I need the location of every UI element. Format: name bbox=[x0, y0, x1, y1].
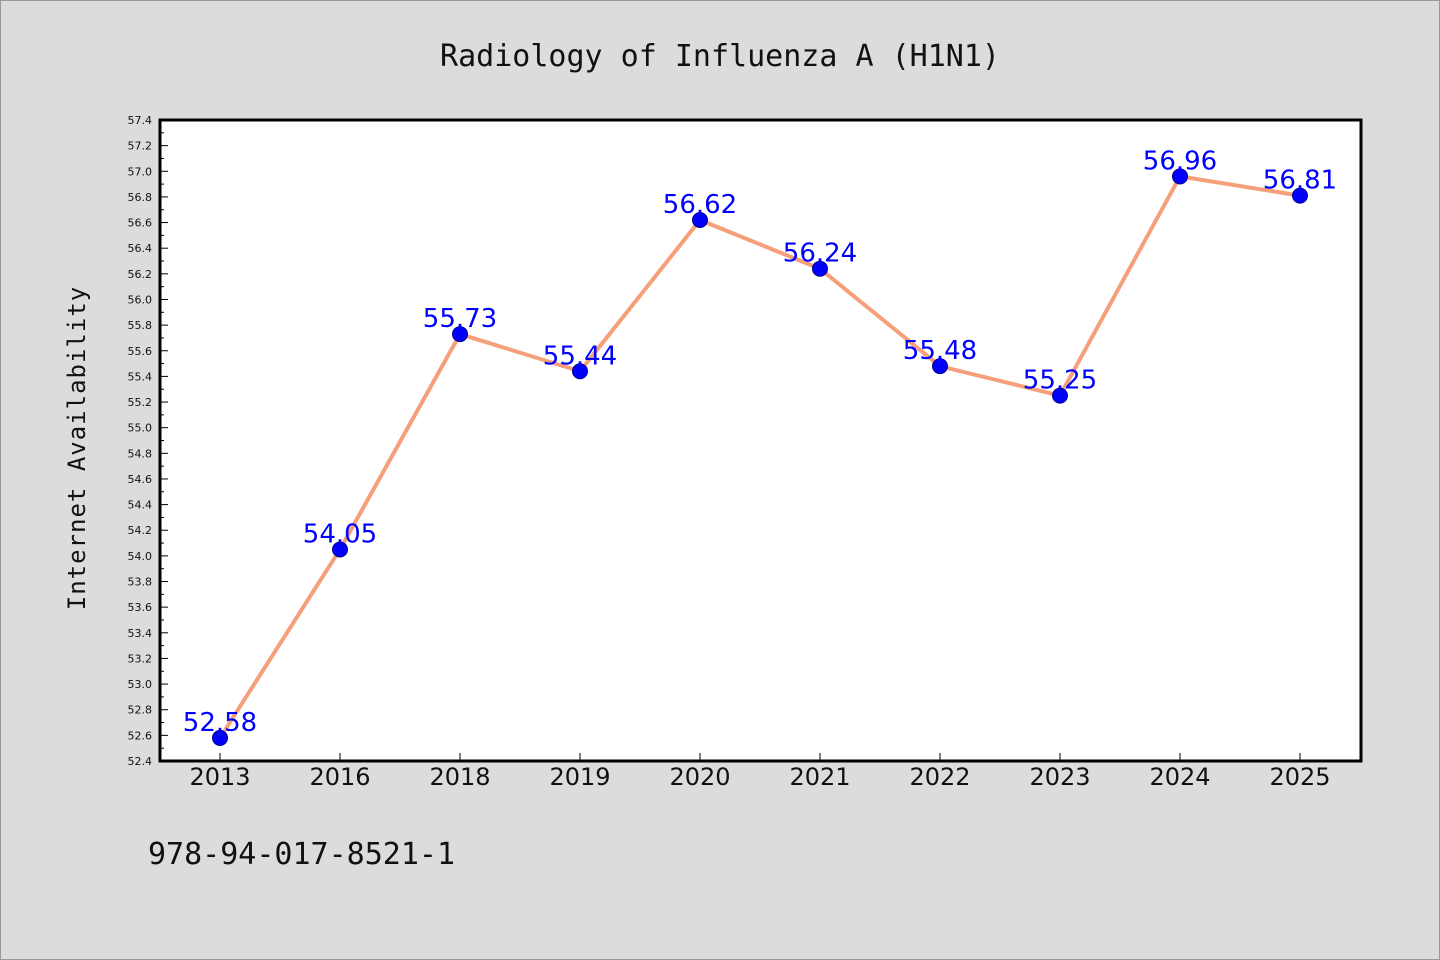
plot-area bbox=[158, 118, 1363, 763]
data-label: 56.24 bbox=[783, 239, 857, 269]
data-point bbox=[332, 541, 348, 558]
x-tick-label: 2013 bbox=[189, 763, 250, 791]
y-tick-label: 55.6 bbox=[128, 345, 153, 358]
y-tick-label: 54.0 bbox=[128, 550, 153, 563]
footer-code: 978-94-017-8521-1 bbox=[148, 837, 455, 872]
data-point bbox=[572, 363, 588, 380]
x-tick-label: 2023 bbox=[1029, 763, 1090, 791]
y-tick-label: 56.4 bbox=[128, 242, 153, 255]
data-point bbox=[692, 211, 708, 228]
data-point bbox=[1052, 387, 1068, 404]
data-point bbox=[812, 260, 828, 277]
x-tick-label: 2025 bbox=[1269, 763, 1330, 791]
y-tick-label: 55.0 bbox=[128, 422, 153, 435]
y-axis-label: Internet Availability bbox=[63, 286, 91, 610]
chart-title: Radiology of Influenza A (H1N1) bbox=[440, 39, 1000, 74]
data-label: 56.62 bbox=[663, 190, 737, 220]
data-label: 55.73 bbox=[423, 304, 497, 334]
data-label: 55.48 bbox=[903, 336, 977, 366]
data-point bbox=[452, 326, 468, 343]
y-tick-label: 54.2 bbox=[128, 524, 153, 537]
x-axis: 2013 2016 2018 2019 2020 2021 2022 2023 2024 2025 bbox=[189, 753, 1331, 791]
data-point bbox=[212, 729, 228, 746]
y-tick-label: 56.6 bbox=[128, 217, 153, 230]
x-tick-label: 2024 bbox=[1149, 763, 1210, 791]
x-tick-label: 2020 bbox=[669, 763, 730, 791]
y-tick-label: 56.0 bbox=[128, 293, 153, 306]
x-tick-label: 2016 bbox=[309, 763, 370, 791]
y-tick-label: 54.6 bbox=[128, 473, 153, 486]
y-tick-label: 53.2 bbox=[128, 652, 153, 665]
data-point bbox=[1172, 168, 1188, 185]
y-axis: 52.4 52.6 52.8 53.0 53.2 53.4 53.6 53.8 54.0 54.2… bbox=[128, 114, 168, 768]
x-tick-label: 2022 bbox=[909, 763, 970, 791]
data-point bbox=[932, 358, 948, 375]
y-tick-label: 52.6 bbox=[128, 729, 153, 742]
series-layer bbox=[212, 168, 1308, 746]
x-tick-label: 2019 bbox=[549, 763, 610, 791]
series-line bbox=[218, 174, 1301, 739]
data-label: 56.81 bbox=[1263, 166, 1337, 196]
data-labels: 52.58 54.05 55.73 55.44 56.62 56.24 55.48 55.25… bbox=[183, 146, 1337, 738]
y-tick-label: 55.8 bbox=[128, 319, 153, 332]
y-tick-label: 53.4 bbox=[128, 627, 153, 640]
y-tick-label: 56.2 bbox=[128, 268, 153, 281]
y-tick-label: 53.0 bbox=[128, 678, 153, 691]
y-tick-label: 53.8 bbox=[128, 576, 153, 589]
y-tick-label: 54.4 bbox=[128, 499, 153, 512]
x-tick-label: 2018 bbox=[429, 763, 490, 791]
data-label: 55.25 bbox=[1023, 366, 1097, 396]
y-tick-label: 57.2 bbox=[128, 140, 153, 153]
y-tick-label: 55.2 bbox=[128, 396, 153, 409]
y-tick-label: 53.6 bbox=[128, 601, 153, 614]
data-label: 54.05 bbox=[303, 519, 377, 549]
y-tick-label: 52.8 bbox=[128, 704, 153, 717]
data-label: 52.58 bbox=[183, 708, 257, 738]
data-point bbox=[1292, 187, 1308, 204]
y-tick-label: 56.8 bbox=[128, 191, 153, 204]
y-tick-label: 55.4 bbox=[128, 370, 153, 383]
data-label: 56.96 bbox=[1143, 146, 1217, 176]
data-label: 55.44 bbox=[543, 341, 617, 371]
x-tick-label: 2021 bbox=[789, 763, 850, 791]
y-tick-label: 54.8 bbox=[128, 447, 153, 460]
y-tick-label: 52.4 bbox=[128, 755, 153, 768]
y-tick-label: 57.0 bbox=[128, 165, 153, 178]
y-tick-label: 57.4 bbox=[128, 114, 153, 127]
